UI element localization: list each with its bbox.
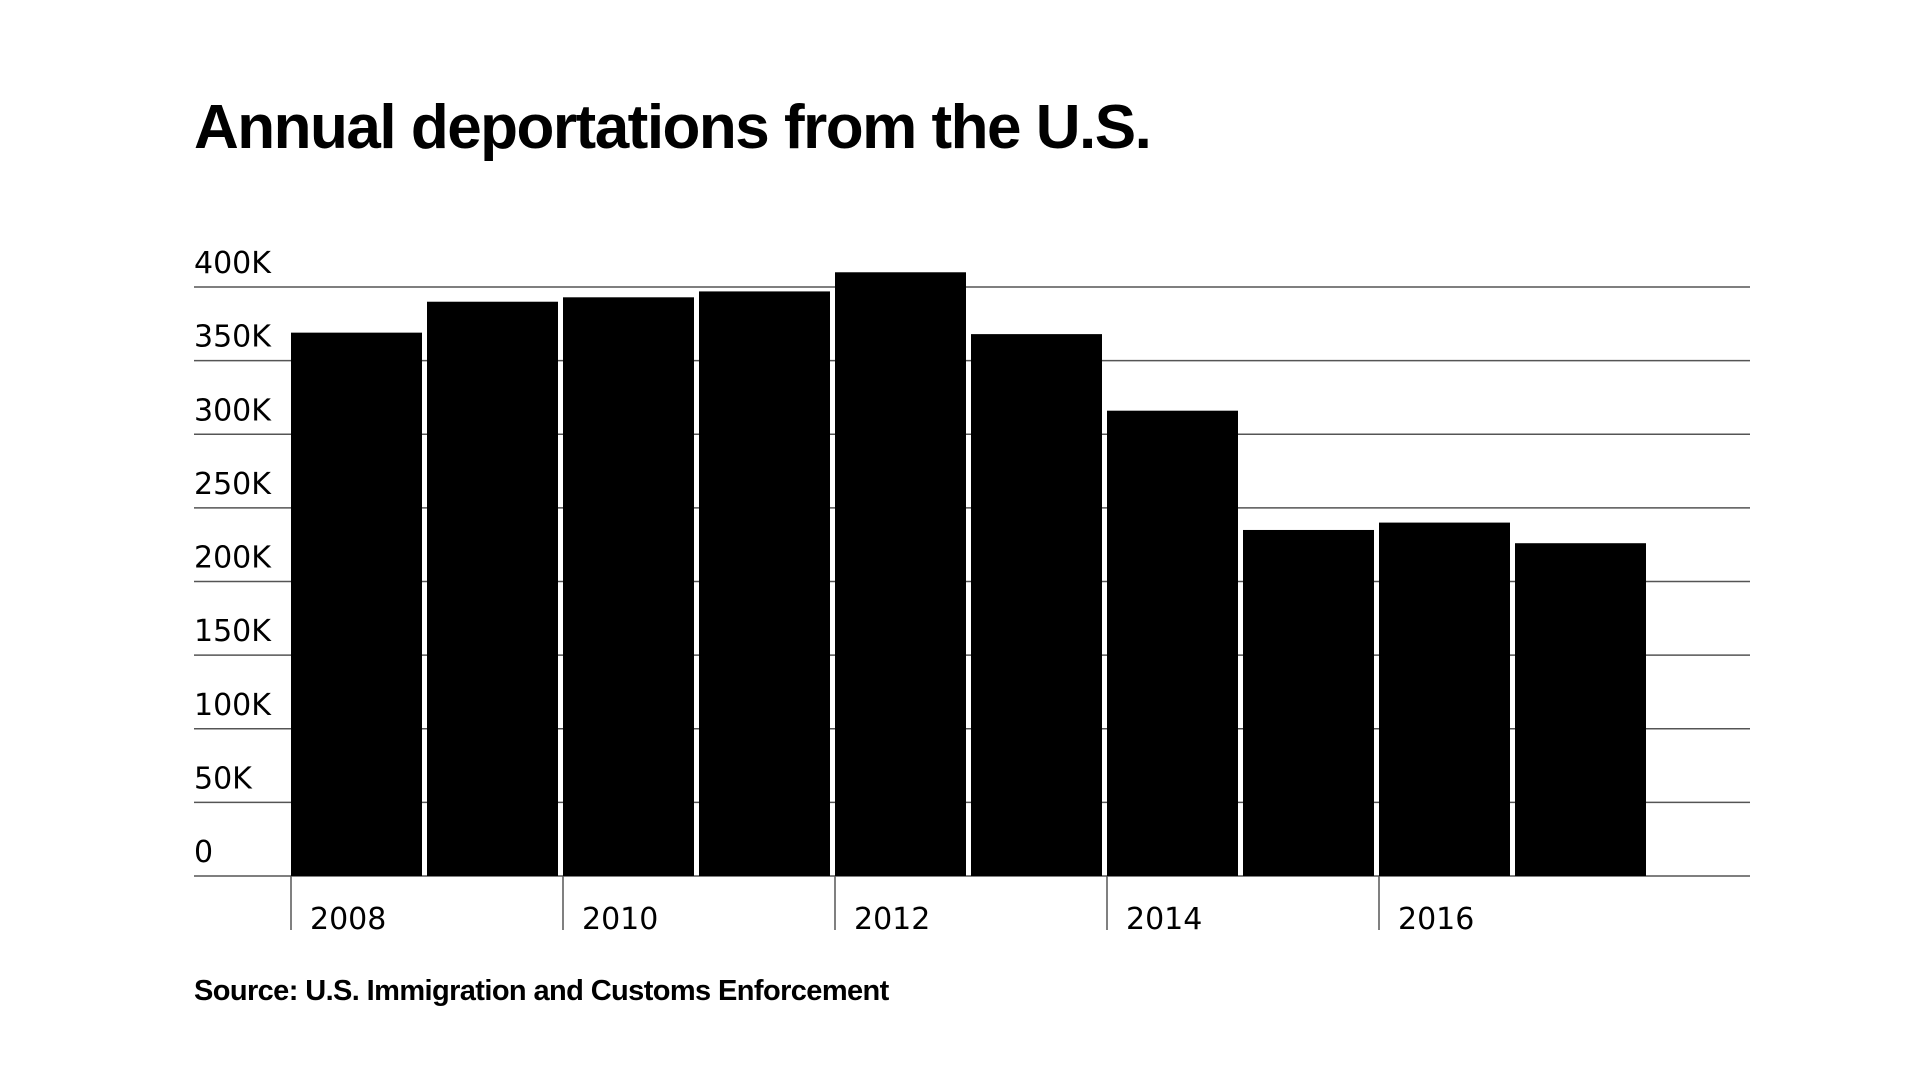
y-tick-label: 250K: [194, 467, 272, 502]
x-tick-label: 2016: [1398, 902, 1474, 937]
y-tick-label: 200K: [194, 541, 272, 576]
y-tick-label: 0: [194, 835, 213, 870]
y-tick-label: 100K: [194, 688, 272, 723]
bar-2013: [971, 334, 1102, 876]
bars: [291, 272, 1646, 877]
bar-2016: [1379, 522, 1510, 876]
y-tick-label: 300K: [194, 393, 272, 428]
bar-2008: [291, 332, 422, 877]
chart-title: Annual deportations from the U.S.: [194, 93, 1152, 162]
x-tick-label: 2014: [1126, 902, 1202, 937]
bar-2011: [699, 291, 830, 877]
bar-2015: [1243, 529, 1374, 876]
bar-2017: [1515, 543, 1646, 876]
x-tick-label: 2010: [582, 902, 658, 937]
x-tick-label: 2008: [310, 902, 386, 937]
y-axis-ticks: 0 50K 100K 150K 200K 250K 300K 350K 400K: [194, 246, 272, 870]
y-tick-label: 50K: [194, 761, 253, 796]
bar-2014: [1107, 410, 1238, 876]
y-tick-label: 150K: [194, 614, 272, 649]
y-tick-label: 400K: [194, 246, 272, 281]
y-tick-label: 350K: [194, 320, 272, 355]
x-tick-label: 2012: [854, 902, 930, 937]
bar-chart: 0 50K 100K 150K 200K 250K 300K 350K 400K 2008 201…: [194, 246, 1750, 937]
bar-2010: [563, 297, 694, 876]
bar-2012: [835, 272, 966, 876]
source-note: Source: U.S. Immigration and Customs Enf…: [194, 975, 889, 1007]
x-axis-ticks: 2008 2010 2012 2014 2016: [290, 876, 1474, 937]
bar-2009: [427, 301, 558, 877]
